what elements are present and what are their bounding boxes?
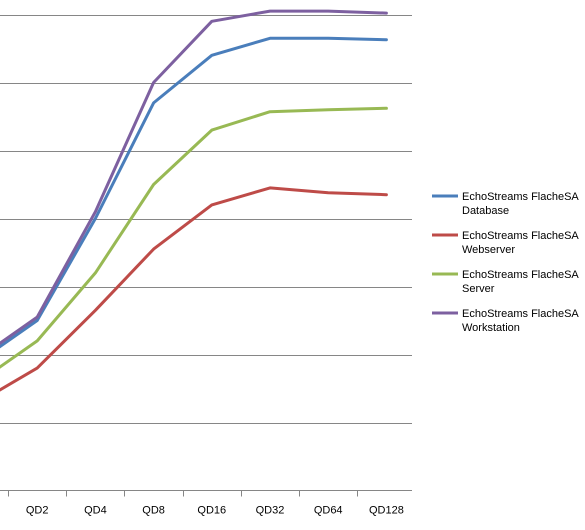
legend-label: Workstation: [462, 322, 520, 334]
legend-label: Database: [462, 205, 509, 217]
legend-label: Server: [462, 283, 495, 295]
x-tick-label: QD128: [369, 505, 404, 517]
legend: EchoStreams FlacheSADatabaseEchoStreams …: [432, 191, 579, 334]
legend-label: EchoStreams FlacheSA: [462, 230, 579, 242]
series-lines: [0, 9, 388, 392]
series-line: [0, 36, 388, 349]
x-tick-label: QD64: [314, 505, 343, 517]
legend-entry: EchoStreams FlacheSA Server: [432, 269, 579, 295]
x-axis: QD2 QD4 QD8 QD16 QD32 QD64 QD128: [0, 490, 412, 517]
legend-label: EchoStreams FlacheSA: [462, 308, 579, 320]
legend-entry: EchoStreams FlacheSA Workstation: [432, 308, 579, 334]
legend-entry: EchoStreams FlacheSA Database: [432, 191, 579, 217]
series-line: [0, 186, 388, 392]
series-line: [0, 9, 388, 346]
x-tick-label: QD2: [26, 505, 49, 517]
legend-label: EchoStreams FlacheSA: [462, 191, 579, 203]
legend-label: Webserver: [462, 244, 515, 256]
x-tick-label: QD8: [142, 505, 165, 517]
x-tick-label: QD16: [197, 505, 226, 517]
gridlines: [0, 15, 412, 424]
legend-label: EchoStreams FlacheSA: [462, 269, 579, 281]
series-line: [0, 106, 388, 369]
legend-entry: EchoStreams FlacheSA Webserver: [432, 230, 579, 256]
x-tick-label: QD4: [84, 505, 107, 517]
x-tick-label: QD32: [256, 505, 285, 517]
